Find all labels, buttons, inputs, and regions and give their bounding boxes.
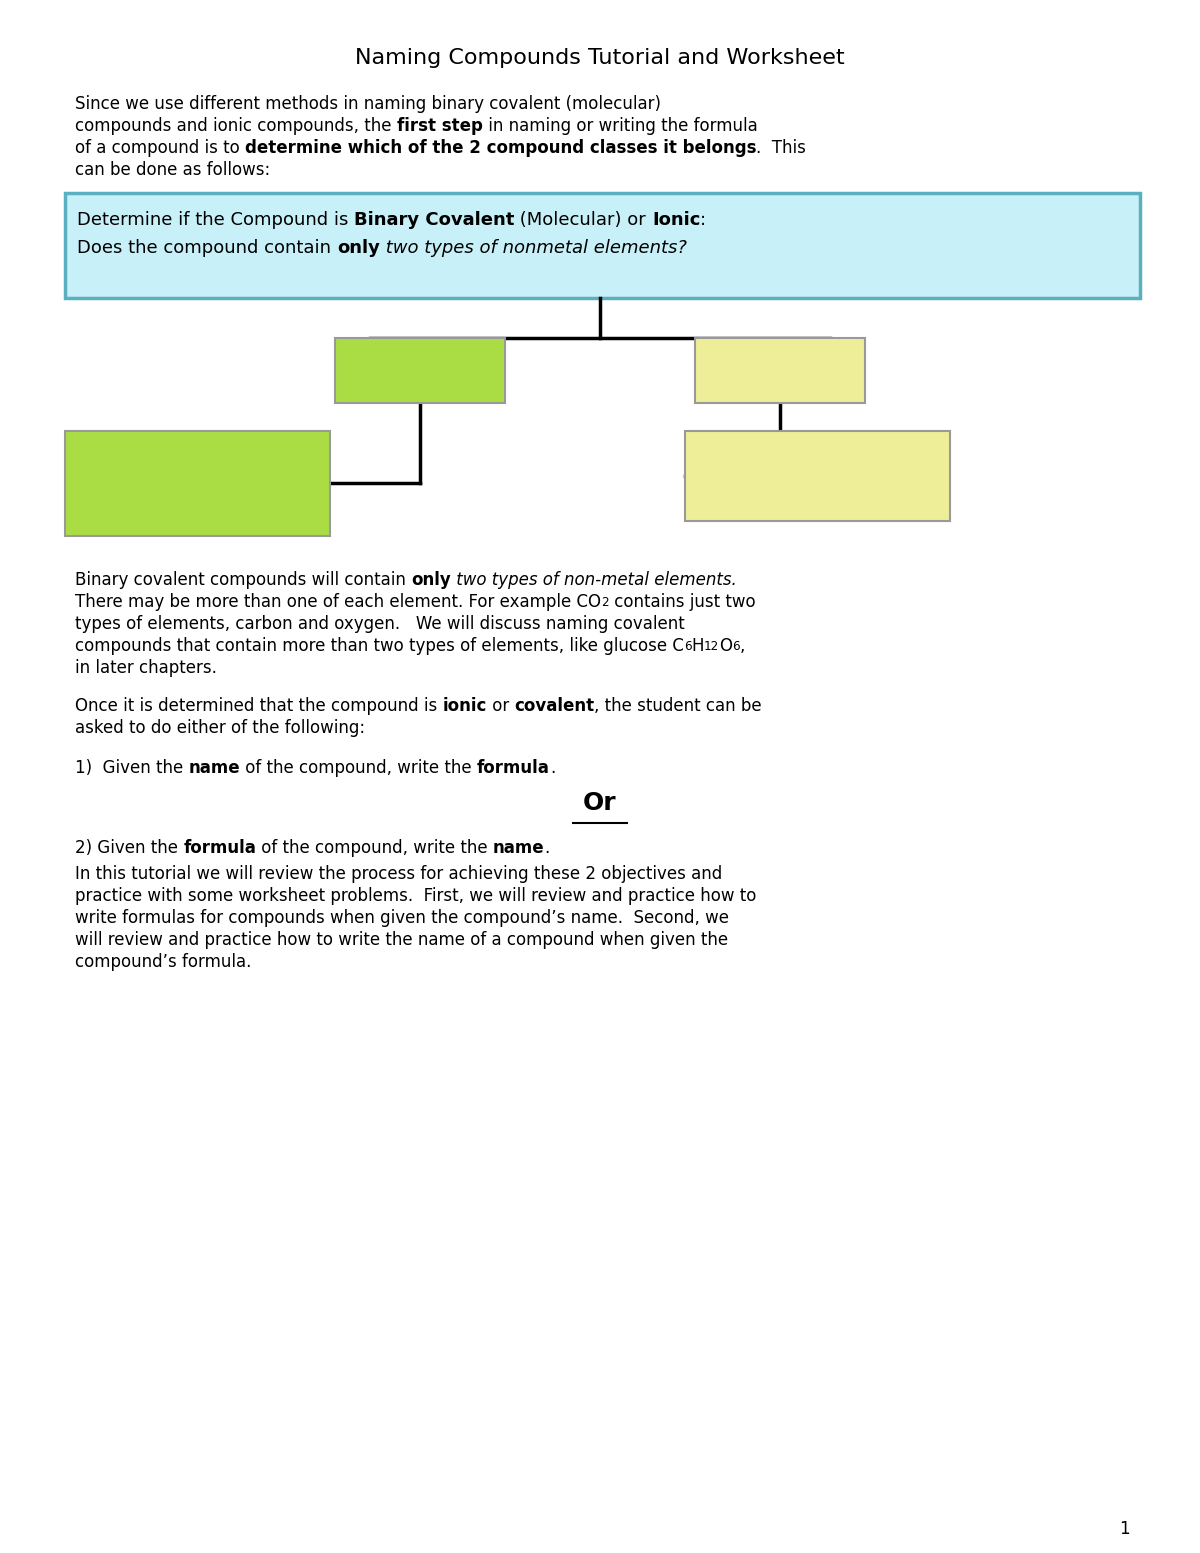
FancyBboxPatch shape [65,432,330,536]
Text: covalent: covalent [515,697,594,714]
Text: .: . [545,839,550,857]
Text: O: O [719,637,732,655]
Text: (Molecular) or: (Molecular) or [515,211,652,228]
Text: two types of non-metal elements.: two types of non-metal elements. [451,572,737,589]
Text: In this tutorial we will review the process for achieving these 2 objectives and: In this tutorial we will review the proc… [74,865,722,884]
Text: will review and practice how to write the name of a compound when given the: will review and practice how to write th… [74,930,728,949]
Text: Ionic: Ionic [652,211,701,228]
Text: There may be more than one of each element. For example CO: There may be more than one of each eleme… [74,593,601,610]
Text: (Molecular) Compound: (Molecular) Compound [91,486,304,505]
Text: only: only [337,239,379,256]
Text: name: name [188,759,240,776]
Text: formula: formula [184,839,256,857]
Text: two types of nonmetal elements?: two types of nonmetal elements? [379,239,686,256]
Text: H: H [691,637,704,655]
Text: Once it is determined that the compound is: Once it is determined that the compound … [74,697,443,714]
Text: asked to do either of the following:: asked to do either of the following: [74,719,365,738]
Text: .  This: . This [756,140,806,157]
Text: ionic: ionic [443,697,487,714]
Text: first step: first step [397,116,482,135]
Text: 6: 6 [732,640,740,652]
Text: Naming Compounds Tutorial and Worksheet: Naming Compounds Tutorial and Worksheet [355,48,845,68]
Text: Binary Covalent: Binary Covalent [122,460,271,477]
Text: Determine if the Compound is: Determine if the Compound is [77,211,354,228]
Text: in naming or writing the formula: in naming or writing the formula [482,116,757,135]
Text: can be done as follows:: can be done as follows: [74,162,270,179]
Text: types of elements, carbon and oxygen.   We will discuss naming covalent: types of elements, carbon and oxygen. We… [74,615,685,634]
Text: Since we use different methods in naming binary covalent (molecular): Since we use different methods in naming… [74,95,661,113]
Text: compounds and ionic compounds, the: compounds and ionic compounds, the [74,116,397,135]
Text: name: name [493,839,545,857]
Text: formula: formula [478,759,550,776]
Text: or: or [487,697,515,714]
Text: Yes: Yes [407,362,433,380]
Text: Or: Or [583,790,617,815]
FancyBboxPatch shape [335,339,505,402]
Text: 1: 1 [1120,1520,1130,1537]
Text: compound’s formula.: compound’s formula. [74,954,251,971]
Text: contains just two: contains just two [608,593,755,610]
Text: 2) Given the: 2) Given the [74,839,184,857]
Text: practice with some worksheet problems.  First, we will review and practice how t: practice with some worksheet problems. F… [74,887,756,905]
Text: Does the compound contain: Does the compound contain [77,239,337,256]
Text: Binary Covalent: Binary Covalent [354,211,515,228]
FancyBboxPatch shape [685,432,950,520]
Text: of the compound, write the: of the compound, write the [256,839,493,857]
Text: only: only [412,572,451,589]
Text: No: No [769,362,791,380]
Text: compounds that contain more than two types of elements, like glucose C: compounds that contain more than two typ… [74,637,684,655]
Text: ,: , [740,637,745,655]
Text: 2: 2 [601,596,608,609]
FancyBboxPatch shape [65,193,1140,298]
Text: 6: 6 [684,640,691,652]
Text: 1)  Given the: 1) Given the [74,759,188,776]
FancyBboxPatch shape [695,339,865,402]
Text: Binary covalent compounds will contain: Binary covalent compounds will contain [74,572,412,589]
Text: in later chapters.: in later chapters. [74,658,217,677]
Text: .: . [550,759,556,776]
Text: write formulas for compounds when given the compound’s name.  Second, we: write formulas for compounds when given … [74,909,730,927]
Text: of a compound is to: of a compound is to [74,140,245,157]
Text: Ionic Compound: Ionic Compound [742,461,893,478]
Text: determine which of the 2 compound classes it belongs: determine which of the 2 compound classe… [245,140,756,157]
Text: 12: 12 [704,640,719,652]
Text: :: : [701,211,707,228]
Text: , the student can be: , the student can be [594,697,762,714]
Text: of the compound, write the: of the compound, write the [240,759,478,776]
